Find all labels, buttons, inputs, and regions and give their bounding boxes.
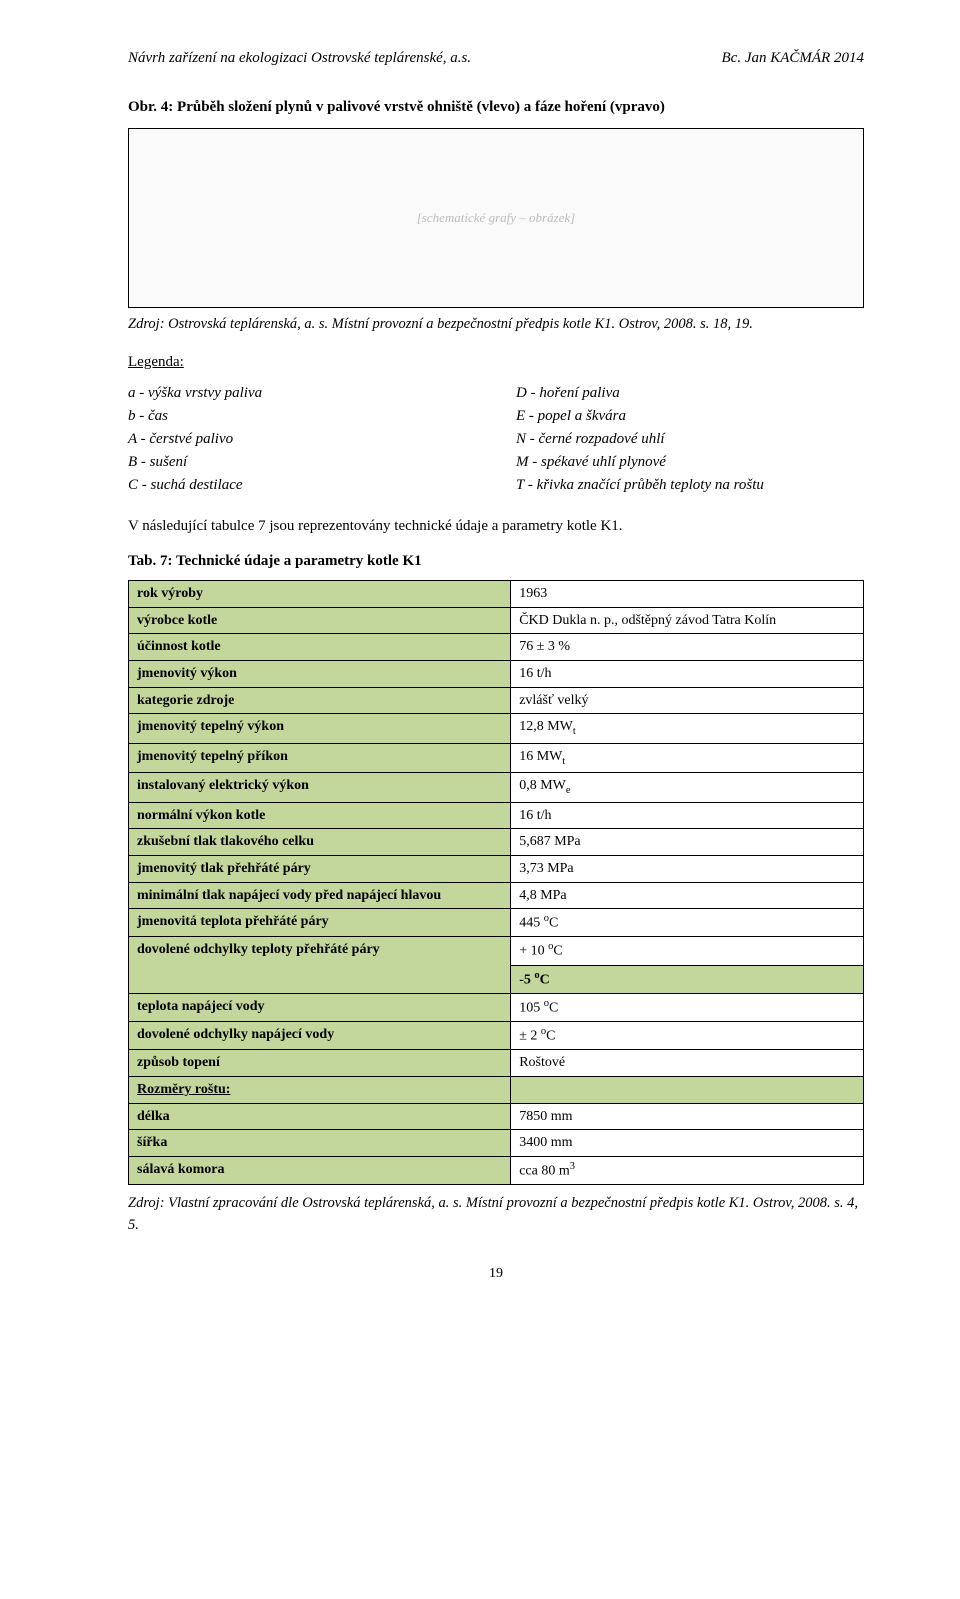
table-cell-label: rok výroby xyxy=(129,581,511,608)
table-cell-value: 12,8 MWt xyxy=(511,714,864,743)
table-row: normální výkon kotle16 t/h xyxy=(129,802,864,829)
paragraph-intro: V následující tabulce 7 jsou reprezentov… xyxy=(128,516,864,537)
table-cell-value: Roštové xyxy=(511,1050,864,1077)
table-row: dovolené odchylky napájecí vody± 2 oC xyxy=(129,1022,864,1050)
table-cell-value: cca 80 m3 xyxy=(511,1156,864,1184)
legend-item: N - černé rozpadové uhlí xyxy=(516,429,864,450)
legend-col-left: a - výška vrstvy paliva b - čas A - čers… xyxy=(128,383,476,498)
table-cell-value: 16 t/h xyxy=(511,661,864,688)
table-row: dovolené odchylky teploty přehřáté páry+… xyxy=(129,937,864,965)
table-cell-label: způsob topení xyxy=(129,1050,511,1077)
table-cell-value: 4,8 MPa xyxy=(511,882,864,909)
table-cell-value: 445 oC xyxy=(511,909,864,937)
table-row: kategorie zdrojezvlášť velký xyxy=(129,687,864,714)
table-section-label: Rozměry roštu: xyxy=(129,1076,511,1103)
table-row: jmenovitý tepelný příkon16 MWt xyxy=(129,743,864,772)
table-cell-label: dovolené odchylky napájecí vody xyxy=(129,1022,511,1050)
legend-item: A - čerstvé palivo xyxy=(128,429,476,450)
table-row: jmenovitá teplota přehřáté páry445 oC xyxy=(129,909,864,937)
table-cell-label: dovolené odchylky teploty přehřáté páry xyxy=(129,937,511,994)
table-cell-value: 105 oC xyxy=(511,993,864,1021)
table-cell-value: 3,73 MPa xyxy=(511,855,864,882)
header-left: Návrh zařízení na ekologizaci Ostrovské … xyxy=(128,48,471,69)
params-table: rok výroby1963výrobce kotleČKD Dukla n. … xyxy=(128,580,864,1185)
legend-item: b - čas xyxy=(128,406,476,427)
figure-placeholder: [schematické grafy – obrázek] xyxy=(129,129,863,307)
table-cell-label: kategorie zdroje xyxy=(129,687,511,714)
page-header: Návrh zařízení na ekologizaci Ostrovské … xyxy=(128,48,864,69)
table-cell-label: normální výkon kotle xyxy=(129,802,511,829)
table-cell-value: ± 2 oC xyxy=(511,1022,864,1050)
table-cell-label: jmenovitý výkon xyxy=(129,661,511,688)
table-row: rok výroby1963 xyxy=(129,581,864,608)
legend-item: M - spékavé uhlí plynové xyxy=(516,452,864,473)
figure-caption: Obr. 4: Průběh složení plynů v palivové … xyxy=(128,97,864,118)
legend-item: a - výška vrstvy paliva xyxy=(128,383,476,404)
table-row: šířka3400 mm xyxy=(129,1130,864,1157)
table-cell-label: jmenovitý tlak přehřáté páry xyxy=(129,855,511,882)
table-row: zkušební tlak tlakového celku5,687 MPa xyxy=(129,829,864,856)
table-cell-value: 16 t/h xyxy=(511,802,864,829)
table-cell-label: šířka xyxy=(129,1130,511,1157)
table-row: jmenovitý tepelný výkon12,8 MWt xyxy=(129,714,864,743)
table-cell-label: zkušební tlak tlakového celku xyxy=(129,829,511,856)
table-row: jmenovitý tlak přehřáté páry3,73 MPa xyxy=(129,855,864,882)
table-cell-label: jmenovitá teplota přehřáté páry xyxy=(129,909,511,937)
table-cell-label: teplota napájecí vody xyxy=(129,993,511,1021)
table-row: délka7850 mm xyxy=(129,1103,864,1130)
legend-columns: a - výška vrstvy paliva b - čas A - čers… xyxy=(128,383,864,498)
legend-col-right: D - hoření paliva E - popel a škvára N -… xyxy=(516,383,864,498)
legend-title: Legenda: xyxy=(128,352,864,373)
table-cell-value: + 10 oC xyxy=(511,937,864,965)
table-cell-value: zvlášť velký xyxy=(511,687,864,714)
legend-item: E - popel a škvára xyxy=(516,406,864,427)
legend-item: D - hoření paliva xyxy=(516,383,864,404)
table-row: minimální tlak napájecí vody před napáje… xyxy=(129,882,864,909)
table-row: instalovaný elektrický výkon0,8 MWe xyxy=(129,773,864,802)
table-cell-value: ČKD Dukla n. p., odštěpný závod Tatra Ko… xyxy=(511,607,864,634)
figure-image: [schematické grafy – obrázek] xyxy=(128,128,864,308)
table-row: teplota napájecí vody105 oC xyxy=(129,993,864,1021)
table-cell-label: instalovaný elektrický výkon xyxy=(129,773,511,802)
table-cell-value: -5 oC xyxy=(511,965,864,993)
table-cell-value xyxy=(511,1076,864,1103)
table-row: účinnost kotle76 ± 3 % xyxy=(129,634,864,661)
table-cell-label: délka xyxy=(129,1103,511,1130)
table-cell-label: minimální tlak napájecí vody před napáje… xyxy=(129,882,511,909)
legend-item: B - sušení xyxy=(128,452,476,473)
table-source: Zdroj: Vlastní zpracování dle Ostrovská … xyxy=(128,1193,864,1237)
table-caption: Tab. 7: Technické údaje a parametry kotl… xyxy=(128,551,864,572)
header-right: Bc. Jan KAČMÁR 2014 xyxy=(722,48,864,69)
table-cell-value: 5,687 MPa xyxy=(511,829,864,856)
table-row: způsob topeníRoštové xyxy=(129,1050,864,1077)
table-row: výrobce kotleČKD Dukla n. p., odštěpný z… xyxy=(129,607,864,634)
table-cell-value: 7850 mm xyxy=(511,1103,864,1130)
table-cell-value: 1963 xyxy=(511,581,864,608)
table-row: sálavá komoracca 80 m3 xyxy=(129,1156,864,1184)
table-cell-value: 3400 mm xyxy=(511,1130,864,1157)
legend-item: C - suchá destilace xyxy=(128,475,476,496)
table-cell-label: jmenovitý tepelný příkon xyxy=(129,743,511,772)
table-cell-label: účinnost kotle xyxy=(129,634,511,661)
page-number: 19 xyxy=(128,1264,864,1284)
legend-item: T - křivka značící průběh teploty na roš… xyxy=(516,475,864,496)
table-cell-label: sálavá komora xyxy=(129,1156,511,1184)
table-row: Rozměry roštu: xyxy=(129,1076,864,1103)
figure-source: Zdroj: Ostrovská teplárenská, a. s. Míst… xyxy=(128,314,864,334)
table-cell-label: výrobce kotle xyxy=(129,607,511,634)
table-cell-label: jmenovitý tepelný výkon xyxy=(129,714,511,743)
table-cell-value: 76 ± 3 % xyxy=(511,634,864,661)
table-cell-value: 0,8 MWe xyxy=(511,773,864,802)
table-cell-value: 16 MWt xyxy=(511,743,864,772)
table-row: jmenovitý výkon16 t/h xyxy=(129,661,864,688)
